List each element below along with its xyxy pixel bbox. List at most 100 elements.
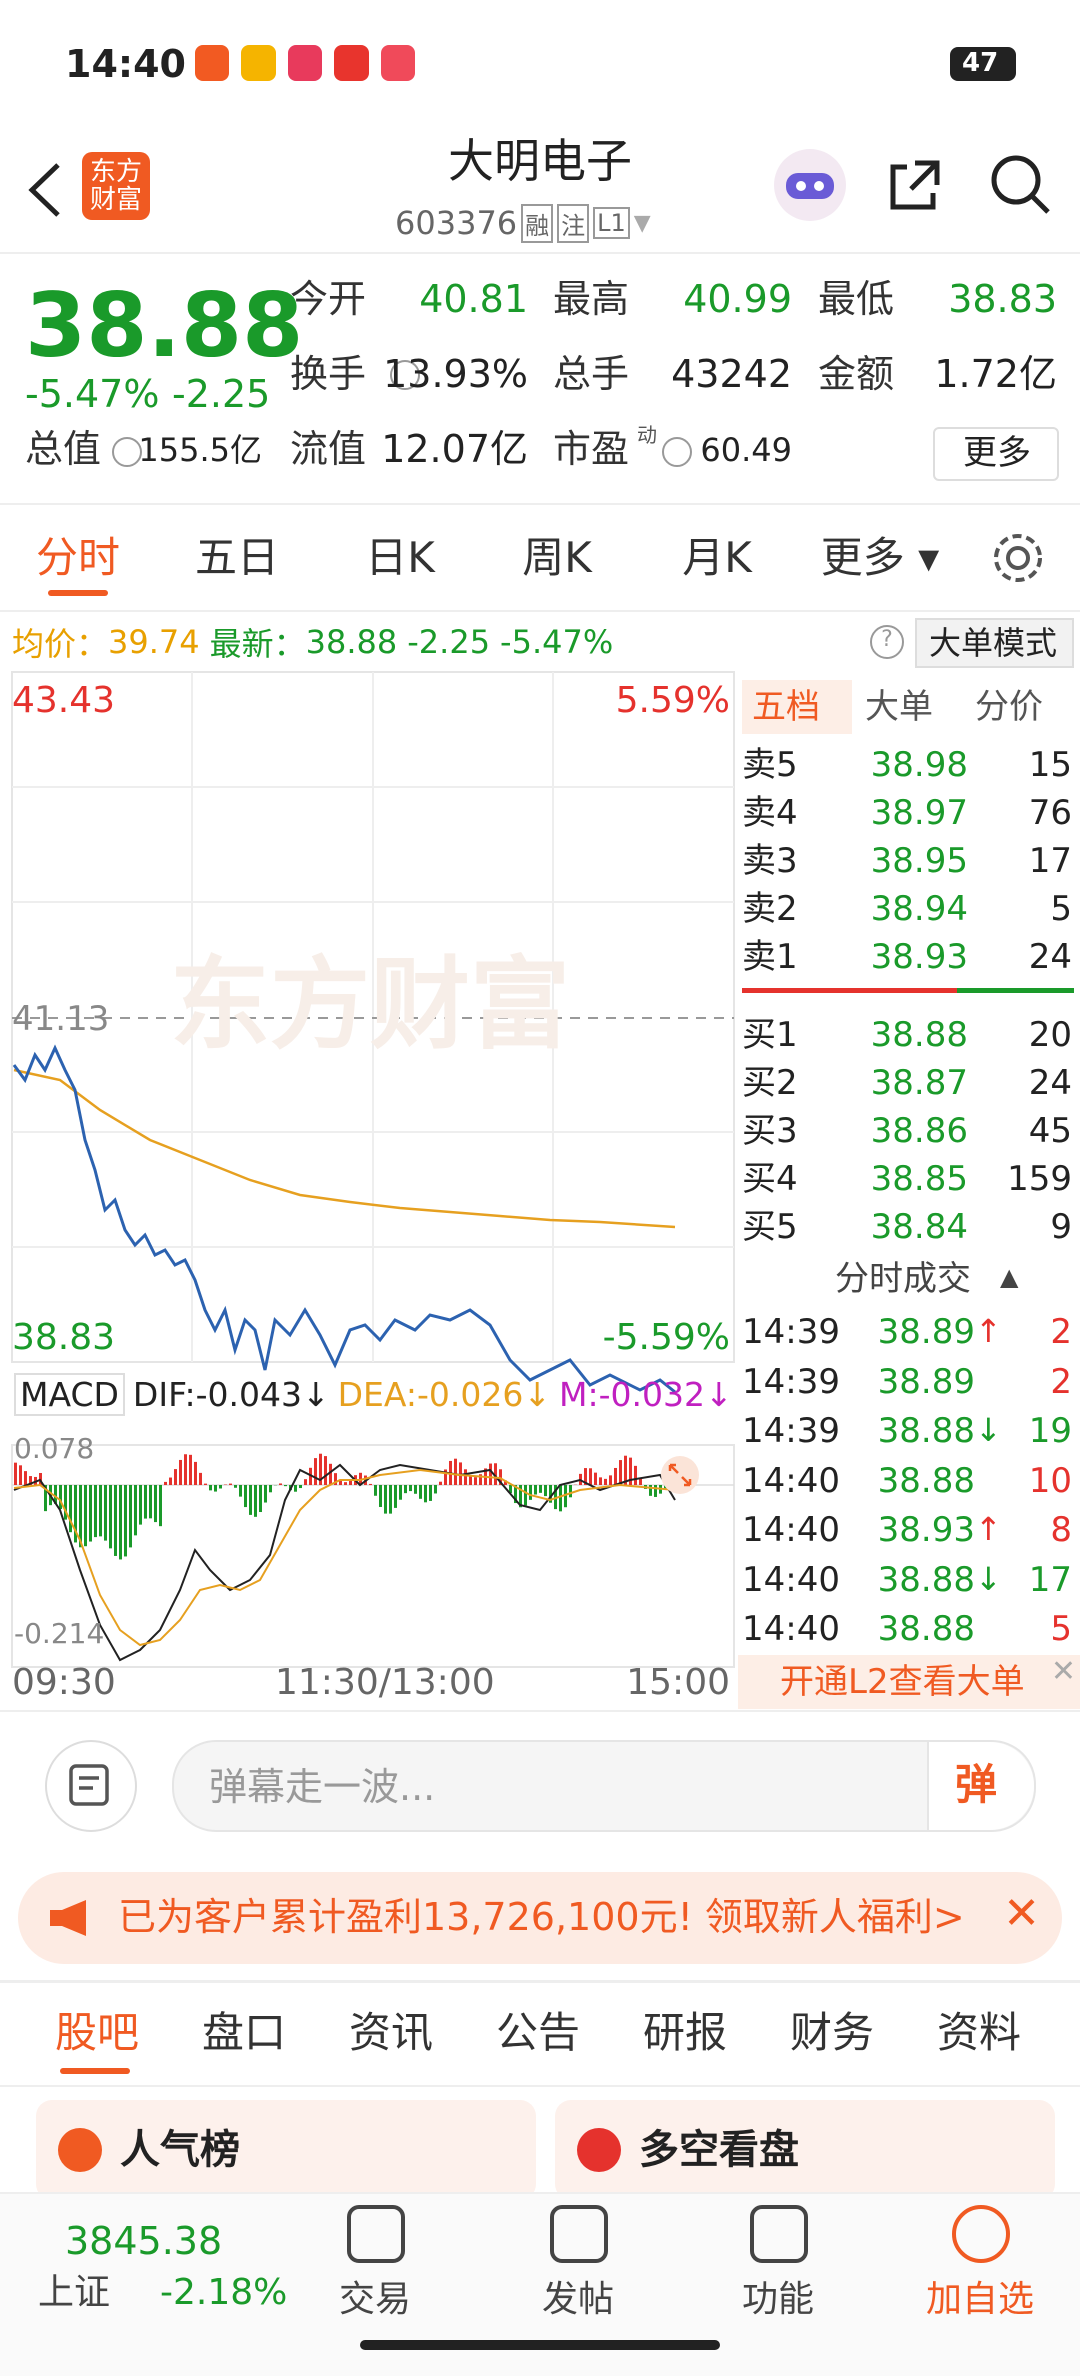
- danmu-settings[interactable]: [45, 1740, 137, 1832]
- field-label: 今开: [290, 277, 367, 321]
- chart-tab[interactable]: 更多 ▾: [820, 533, 940, 582]
- danmu-button[interactable]: 弹: [927, 1742, 1034, 1830]
- section-tab[interactable]: 资料: [937, 2008, 1022, 2057]
- change-pct: -5.47%: [25, 372, 160, 416]
- macd-bar: [64, 1485, 67, 1520]
- book-label: 卖5: [742, 745, 798, 785]
- book-tab[interactable]: 大单: [865, 687, 933, 727]
- chart-tab[interactable]: 分时: [35, 533, 120, 582]
- trade-time: 14:39: [742, 1312, 840, 1352]
- macd-bar: [324, 1456, 327, 1485]
- divider: [0, 1710, 1080, 1712]
- info-icon[interactable]: [112, 437, 142, 467]
- l2-bar[interactable]: 开通L2查看大单 ✕: [738, 1655, 1080, 1709]
- macd-bar: [149, 1485, 152, 1519]
- banner-close[interactable]: ✕: [1003, 1888, 1040, 1939]
- megaphone: [50, 1900, 86, 1936]
- macd-m: M:-0.032↓: [559, 1374, 733, 1414]
- macd-bar: [139, 1485, 142, 1525]
- macd-bar: [29, 1476, 32, 1485]
- section-tab[interactable]: 资讯: [349, 2008, 434, 2057]
- dropdown-arrow[interactable]: ▼: [633, 210, 651, 236]
- nav-icon[interactable]: [550, 2205, 608, 2263]
- dea-line: [13, 1468, 676, 1647]
- section-tab[interactable]: 公告: [496, 2008, 581, 2057]
- share-button[interactable]: [885, 155, 945, 215]
- trade-arrow: ↑: [975, 1312, 1002, 1350]
- macd-bar: [124, 1485, 127, 1557]
- stock-code: 603376: [395, 204, 518, 242]
- field-label: 最高: [553, 277, 630, 321]
- section-tab[interactable]: 盘口: [202, 2008, 287, 2057]
- section-tab[interactable]: 财务: [790, 2008, 875, 2057]
- book-tab[interactable]: 五档: [752, 687, 820, 727]
- macd-legend: MACD DIF:-0.043↓ DEA:-0.026↓ M:-0.032↓: [14, 1372, 733, 1416]
- nav-icon[interactable]: [347, 2205, 405, 2263]
- nav-label[interactable]: 功能: [741, 2279, 814, 2320]
- trade-price: 38.88: [877, 1460, 975, 1501]
- field-value: 40.99: [683, 277, 792, 321]
- macd-bar: [594, 1472, 597, 1485]
- app-logo[interactable]: 东方财富: [82, 152, 150, 220]
- mode-button[interactable]: 大单模式: [915, 618, 1074, 668]
- macd-bar: [204, 1483, 207, 1485]
- settings-button[interactable]: [990, 530, 1046, 586]
- info-icon[interactable]: [390, 360, 420, 390]
- macd-selector[interactable]: MACD: [14, 1372, 125, 1416]
- more-label: 更多: [963, 433, 1031, 473]
- macd-bar: [184, 1454, 187, 1485]
- macd-bar: [509, 1485, 512, 1494]
- macd-bar: [244, 1485, 247, 1508]
- expand-icon[interactable]: [661, 1456, 699, 1494]
- macd-bar: [549, 1485, 552, 1503]
- macd-bar: [429, 1485, 432, 1501]
- chart-tab[interactable]: 周K: [522, 533, 592, 582]
- logo-text: 东方财富: [89, 157, 142, 215]
- assistant-icon[interactable]: [770, 145, 850, 225]
- index-change: -2.18%: [160, 2272, 288, 2313]
- macd-bar: [564, 1485, 567, 1508]
- trade-volume: 2: [1050, 1312, 1072, 1352]
- divider: [0, 610, 1080, 612]
- nav-label[interactable]: 发帖: [541, 2279, 614, 2320]
- macd-bar: [209, 1485, 212, 1491]
- nav-label[interactable]: 交易: [338, 2279, 411, 2320]
- nav-label[interactable]: 加自选: [925, 2279, 1034, 2320]
- info-icon[interactable]: [662, 437, 692, 467]
- card[interactable]: 多空看盘: [555, 2100, 1055, 2200]
- chart-tab[interactable]: 五日: [194, 533, 279, 582]
- book-volume: 45: [1028, 1111, 1072, 1151]
- index-value[interactable]: 3845.38: [65, 2219, 223, 2263]
- search-button[interactable]: [988, 152, 1054, 218]
- back-button[interactable]: [20, 160, 70, 220]
- section-tab[interactable]: 研报: [643, 2008, 728, 2057]
- nav-icon[interactable]: [952, 2205, 1010, 2263]
- field-label: 市盈: [553, 427, 630, 471]
- book-label: 卖4: [742, 793, 798, 833]
- chart-tab[interactable]: 日K: [365, 533, 435, 582]
- chart-tab[interactable]: 月K: [682, 533, 752, 582]
- home-indicator: [360, 2340, 720, 2350]
- trades-arrow[interactable]: ▲: [1000, 1263, 1019, 1291]
- danmu-input[interactable]: 弹幕走一波... 弹: [172, 1740, 1036, 1832]
- close-icon[interactable]: ✕: [1050, 1654, 1076, 1689]
- macd-bar: [504, 1480, 507, 1485]
- card[interactable]: 人气榜: [36, 2100, 536, 2200]
- macd-bar: [219, 1485, 222, 1489]
- card-title: 人气榜: [120, 2127, 240, 2173]
- trade-price: 38.88: [877, 1559, 975, 1600]
- macd-bar: [169, 1477, 172, 1485]
- nav-icon[interactable]: [750, 2205, 808, 2263]
- promo-banner[interactable]: 已为客户累计盈利13,726,100元! 领取新人福利> ✕: [18, 1872, 1062, 1964]
- section-tab[interactable]: 股吧: [55, 2008, 140, 2057]
- macd-bar: [229, 1483, 232, 1485]
- bid-bar: [957, 988, 1074, 993]
- field-label: 换手: [290, 352, 367, 396]
- help-icon[interactable]: ?: [870, 625, 904, 659]
- book-tab[interactable]: 分价: [975, 687, 1043, 727]
- macd-bar: [74, 1485, 77, 1543]
- macd-bar: [164, 1481, 167, 1485]
- more-button[interactable]: 更多: [933, 427, 1059, 481]
- macd-bar: [469, 1475, 472, 1485]
- trade-time: 14:40: [742, 1510, 840, 1550]
